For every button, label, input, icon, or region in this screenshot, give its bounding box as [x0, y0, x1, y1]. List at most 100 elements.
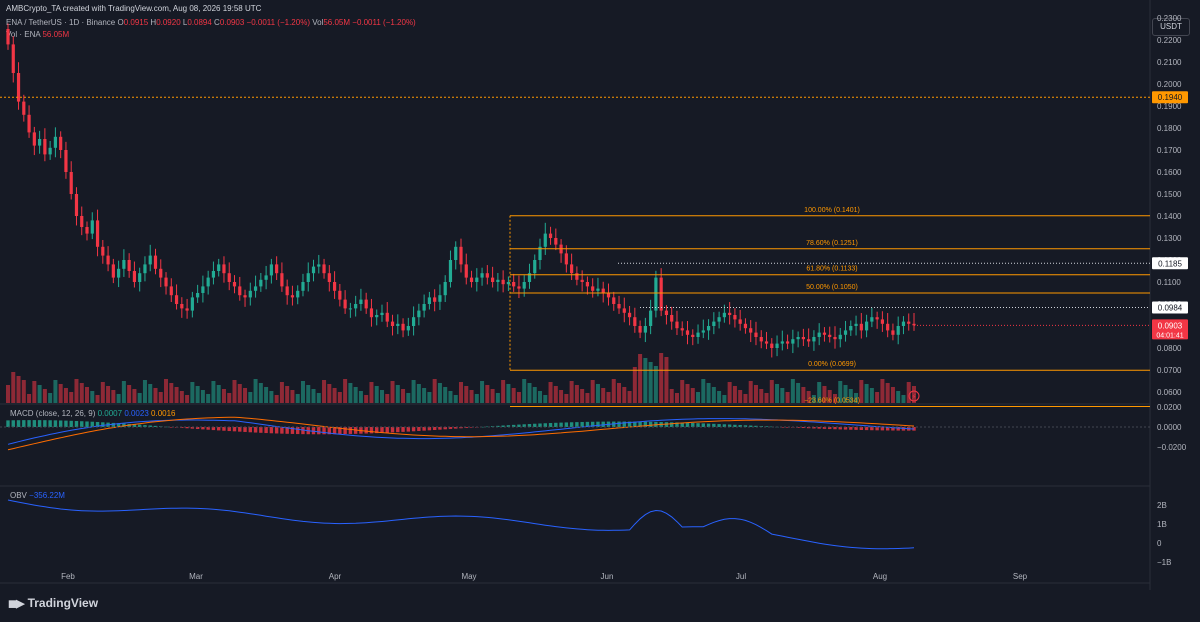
candle-body — [664, 310, 669, 315]
macd-histogram-bar — [875, 427, 879, 431]
price-tag-current-bg — [1152, 319, 1188, 340]
volume-bar — [74, 379, 79, 403]
macd-histogram-bar — [564, 422, 569, 427]
volume-bar — [848, 389, 853, 403]
volume-bar — [153, 388, 158, 403]
volume-bar — [32, 381, 37, 403]
volume-bar — [669, 389, 674, 403]
candle-body — [48, 147, 52, 155]
macd-tick-label: −0.0200 — [1157, 443, 1187, 452]
macd-histogram-bar — [812, 427, 816, 429]
candle-body — [417, 310, 421, 318]
macd-histogram-bar — [754, 425, 758, 427]
volume-bar — [111, 390, 116, 403]
volume-bar — [42, 389, 47, 403]
candle-body — [385, 312, 389, 322]
macd-histogram-bar — [828, 427, 832, 430]
volume-bar — [459, 382, 463, 403]
macd-histogram-bar — [701, 423, 706, 427]
candle-body — [570, 264, 574, 274]
macd-histogram-bar — [569, 422, 574, 427]
candle-body — [164, 277, 168, 287]
volume-bar — [100, 382, 105, 403]
volume-bar — [538, 391, 543, 403]
volume-bar — [832, 394, 837, 403]
macd-histogram-bar — [58, 420, 63, 427]
volume-bar — [369, 382, 374, 403]
macd-histogram-bar — [622, 421, 626, 427]
volume-bar — [164, 379, 169, 403]
candle-body — [32, 132, 36, 146]
candle-body — [264, 275, 268, 280]
currency-button[interactable]: USDT — [1152, 18, 1190, 36]
alert-icon[interactable] — [908, 390, 920, 402]
candle-body — [317, 264, 321, 267]
candle-body — [90, 220, 94, 234]
volume-bar — [295, 394, 300, 403]
candle-body — [643, 326, 647, 333]
volume-bar — [627, 391, 632, 403]
volume-bar — [290, 390, 295, 403]
volume-bar — [374, 386, 379, 403]
candle-body — [480, 273, 484, 278]
macd-histogram-bar — [780, 427, 785, 428]
candle-body — [243, 295, 247, 298]
candle-body — [491, 277, 495, 282]
macd-histogram-bar — [16, 420, 21, 427]
volume-bar — [648, 362, 653, 403]
volume-bar — [559, 390, 564, 403]
candle-body — [548, 233, 553, 238]
candle-body — [701, 330, 705, 333]
fib-label: 50.00% (0.1050) — [806, 284, 858, 291]
volume-bar — [243, 388, 248, 403]
macd-histogram-bar — [348, 427, 353, 434]
open-value: 0.0915 — [123, 18, 149, 27]
candle-body — [285, 286, 289, 296]
candle-body — [438, 295, 442, 302]
volume-bar — [564, 394, 569, 403]
macd-histogram-bar — [517, 424, 521, 427]
candle-body — [95, 220, 100, 247]
time-axis-label: Mar — [189, 572, 203, 581]
candle-body — [496, 279, 500, 282]
macd-histogram-bar — [764, 426, 769, 427]
volume-bar — [311, 389, 316, 403]
volume-bar — [532, 387, 537, 403]
candle-body — [327, 273, 331, 282]
volume-bar — [16, 376, 21, 403]
candle-body — [512, 282, 516, 287]
macd-histogram-bar — [770, 426, 774, 428]
macd-line — [7, 418, 915, 445]
macd-value-2: 0.0023 — [124, 409, 149, 418]
candle-body — [180, 304, 184, 309]
candle-body — [201, 286, 205, 293]
candle-body — [807, 339, 811, 342]
obv-line — [7, 499, 915, 550]
volume-bar — [843, 385, 848, 403]
volume-bar — [885, 383, 890, 403]
macd-histogram-bar — [712, 423, 716, 427]
price-tick-label: 0.2200 — [1157, 36, 1182, 45]
macd-histogram-bar — [833, 427, 837, 430]
candle-body — [411, 317, 416, 326]
symbol-name: ENA / TetherUS · 1D · Binance — [6, 18, 116, 27]
candle-body — [380, 312, 384, 315]
macd-histogram-bar — [469, 427, 474, 428]
macd-histogram-bar — [385, 427, 389, 433]
volume-bar — [316, 393, 321, 403]
volume-bar — [574, 385, 579, 403]
volume-bar — [638, 354, 643, 403]
candle-body — [780, 341, 784, 344]
time-axis-label: Jun — [601, 572, 614, 581]
volume-bar — [553, 386, 558, 403]
macd-histogram-bar — [227, 427, 231, 432]
volume-bar — [132, 389, 137, 403]
volume-bar — [632, 367, 637, 403]
candle-body — [901, 321, 906, 326]
volume-bar — [85, 387, 90, 403]
candle-body — [396, 323, 400, 326]
volume-bar — [464, 386, 469, 403]
candle-body — [838, 334, 842, 340]
volume-bar — [480, 381, 485, 403]
